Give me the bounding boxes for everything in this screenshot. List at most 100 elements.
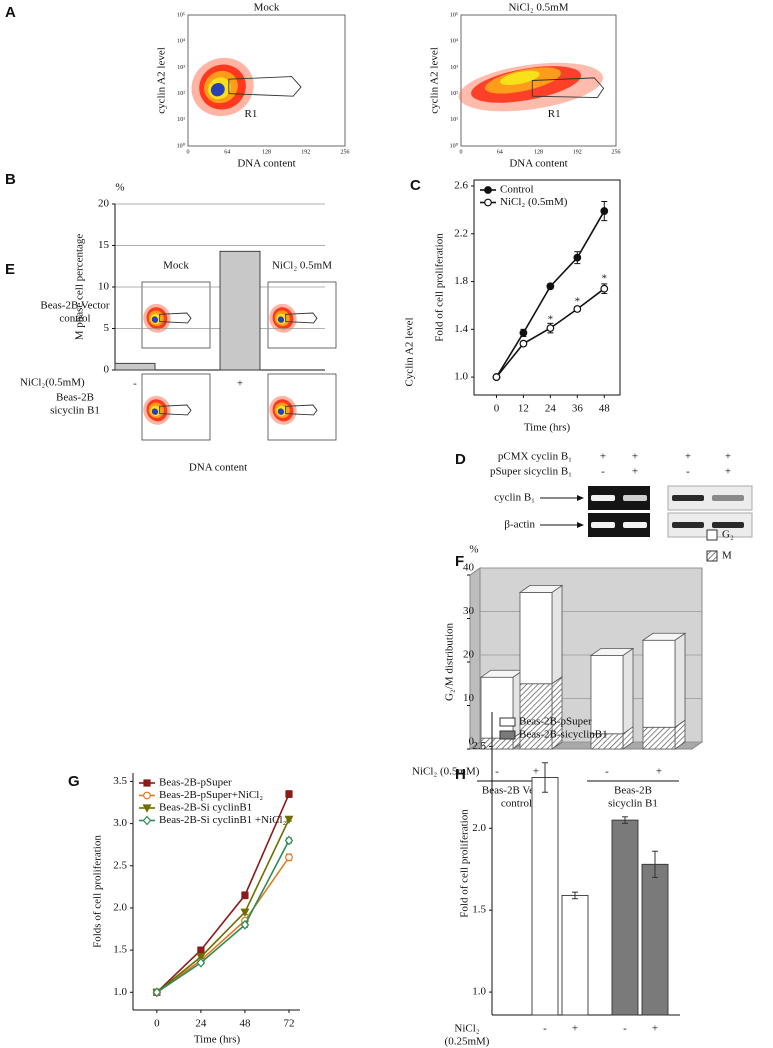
y-tick-label: 3.0 <box>113 817 127 829</box>
condition-sign: + <box>632 466 638 478</box>
bar <box>642 726 676 750</box>
y-tick-label: 30 <box>463 605 475 617</box>
data-point <box>600 284 609 293</box>
band-label: cyclin B₁ <box>494 492 535 504</box>
column-title: Mock <box>163 260 189 272</box>
y-tick-label: 1.5 <box>113 944 127 956</box>
y-tick-label: 1.0 <box>454 371 468 383</box>
x-tick-label: 36 <box>572 403 584 415</box>
y-tick-label: 1.4 <box>454 323 468 335</box>
condition-sign: + <box>725 466 731 478</box>
x-axis-label: NiCl₂(0.5mM) <box>20 377 85 389</box>
legend-label: NiCl₂ (0.5mM) <box>500 196 568 208</box>
y-axis-label: G₂/M distribution <box>444 622 456 701</box>
group-label: sicyclin B1 <box>608 798 658 810</box>
x-tick-label: 128 <box>534 149 543 155</box>
condition-label: pCMX cyclin B₁ <box>498 451 572 463</box>
gate-label: R1 <box>548 108 561 120</box>
blot-band <box>672 522 704 528</box>
condition-sign: + <box>632 451 638 463</box>
y-axis-label: Folds of cell proliferation <box>92 835 104 948</box>
blot-band <box>672 495 704 501</box>
data-point <box>284 835 294 846</box>
series-line <box>156 819 290 993</box>
x-axis-label: Time (hrs) <box>524 422 571 434</box>
x-axis-label: DNA content <box>237 158 295 170</box>
bar <box>480 676 514 739</box>
annotation: * <box>575 295 581 307</box>
x-axis-label: DNA content <box>189 462 247 474</box>
y-tick-label: 10³ <box>177 65 185 71</box>
y-tick-label: 20 <box>463 649 475 661</box>
panel-label: H <box>455 766 466 783</box>
legend-marker <box>143 779 151 787</box>
panel-label: G <box>68 773 80 790</box>
x-tick-label: 48 <box>599 403 611 415</box>
x-tick-label: 24 <box>195 1018 207 1030</box>
bar-top <box>641 632 687 641</box>
x-tick-label: + <box>237 378 243 390</box>
data-point <box>285 853 293 862</box>
legend-swatch <box>499 717 516 727</box>
blot-band <box>591 495 615 501</box>
cell-cloud <box>500 70 540 86</box>
x-tick-label: 24 <box>545 403 557 415</box>
x-tick-label: 192 <box>301 149 310 155</box>
y-axis-label: cyclin A2 level <box>429 47 441 114</box>
x-tick-label: - <box>623 1023 627 1035</box>
plot-title: Mock <box>254 2 280 14</box>
data-point <box>600 207 609 215</box>
x-tick-label: 0 <box>494 403 500 415</box>
y-tick-label: 10¹ <box>177 117 185 123</box>
x-tick-label: - <box>605 766 609 778</box>
panel-label: A <box>5 4 16 21</box>
cell-cloud <box>151 408 159 415</box>
series-line <box>156 856 290 993</box>
blot-band <box>591 522 615 528</box>
x-tick-label: 12 <box>518 403 529 415</box>
y-tick-label: 5 <box>104 322 110 334</box>
x-tick-label: 72 <box>283 1018 294 1030</box>
x-tick-label: 0 <box>187 149 190 155</box>
group-label: Beas-2B <box>614 785 652 797</box>
row-label: control <box>59 313 90 325</box>
bar <box>114 362 156 371</box>
legend-marker <box>142 815 152 826</box>
legend-label: Beas-2B-pSuper <box>159 777 232 789</box>
y-tick-label: 10⁵ <box>177 12 185 18</box>
bar-side <box>551 584 563 685</box>
arrow-head <box>577 522 584 528</box>
y-tick-label: 10² <box>177 91 185 97</box>
y-tick-label: 2.0 <box>113 901 127 913</box>
gate-label: R1 <box>245 108 258 120</box>
annotation: * <box>548 313 554 325</box>
legend-swatch <box>499 730 516 740</box>
annotation: * <box>602 273 608 285</box>
x-tick-label: 64 <box>497 149 503 155</box>
group-label: control <box>501 798 532 810</box>
y-axis-label: Fold of cell proliferation <box>434 233 446 342</box>
legend-label: Beas-2B-pSuper+NiCl₂ <box>159 789 263 801</box>
column-title: NiCl₂ 0.5mM <box>272 260 332 272</box>
y-tick-label: 20 <box>98 198 110 210</box>
legend-label: Beas-2B-Si cyclinB1 +NiCl₂ <box>159 814 287 826</box>
y-tick-label: 10⁴ <box>177 39 185 45</box>
data-point <box>240 919 250 930</box>
data-point <box>285 790 293 798</box>
plot-title: NiCl₂ 0.5mM <box>508 2 568 14</box>
gate-r1 <box>159 312 192 324</box>
y-tick-label: 10 <box>98 281 110 293</box>
y-axis-label: cyclin A2 level <box>156 47 168 114</box>
legend-label: G₂ <box>722 529 734 541</box>
y-tick-label: 0 <box>469 736 475 748</box>
row-label: Beas-2B <box>56 392 94 404</box>
data-point <box>196 953 206 962</box>
y-axis-label: M phase cell percentage <box>74 234 86 341</box>
condition-sign: + <box>600 451 606 463</box>
bar <box>519 592 553 685</box>
legend-label: Beas-2B-pSuper <box>519 716 592 728</box>
series-line <box>156 793 290 993</box>
y-tick-label: 2.0 <box>472 822 486 834</box>
arrow-head <box>577 495 584 501</box>
band-label: β-actin <box>504 519 535 531</box>
